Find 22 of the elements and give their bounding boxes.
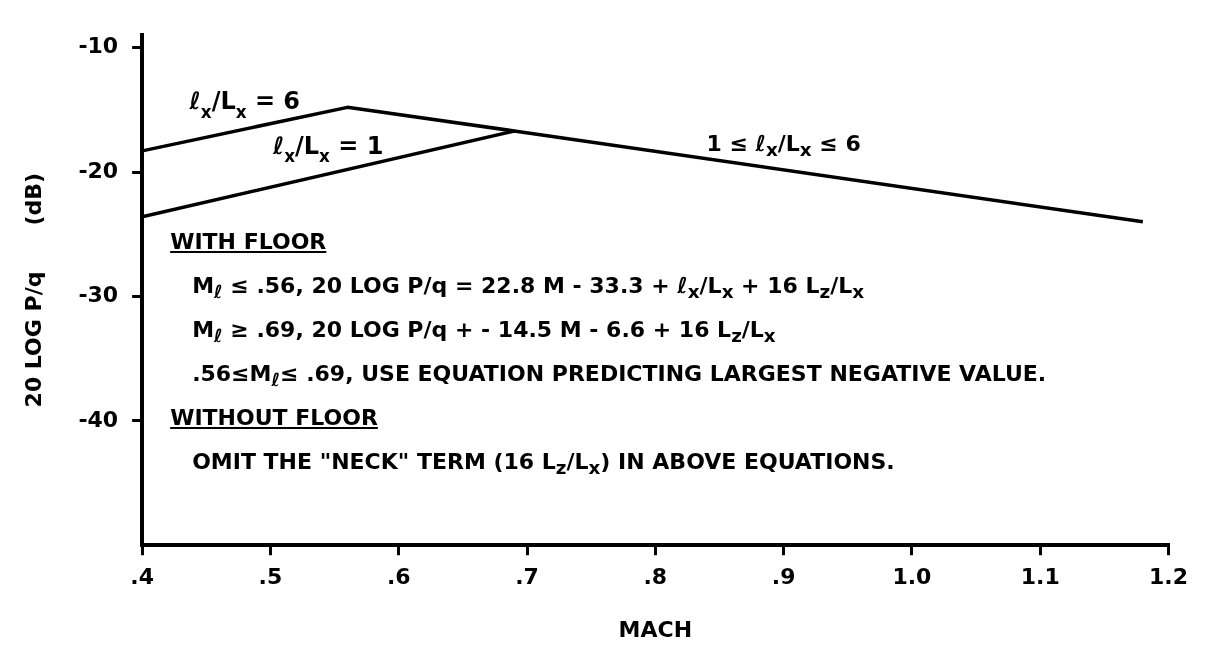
x-tick-label: .8 xyxy=(643,564,668,590)
x-tick-label: .9 xyxy=(771,564,796,590)
x-tick-label: .4 xyxy=(130,564,154,590)
y-tick-label: -20 xyxy=(78,157,119,183)
x-tick-label: .6 xyxy=(386,564,411,590)
annotation: WITH FLOOR xyxy=(170,229,327,255)
text: M$_{ℓ}$ ≤ .56, 20 LOG P/q = 22.8 M - 33.3 + ℓ$_{x}$/L$_{x}$ + 16 L$_{z}$/L$_{x}$ xyxy=(192,273,865,303)
x-axis-title: MACH xyxy=(618,616,693,642)
x-tick-label: 1.2 xyxy=(1149,564,1189,590)
x-tick-label: 1.0 xyxy=(892,564,932,590)
y-tick-label: -30 xyxy=(78,282,119,308)
x-tick-label: 1.1 xyxy=(1020,564,1060,590)
annotation: 1 ≤ ℓ$_{x}$/L$_{x}$ ≤ 6 xyxy=(706,131,861,161)
annotation: WITHOUT FLOOR xyxy=(170,405,378,431)
y-axis-title: 20 LOG P/q (dB) xyxy=(20,172,46,408)
y-tick-label: -40 xyxy=(78,406,119,432)
y-tick-label: -10 xyxy=(78,33,119,59)
annotation: OMIT THE "NECK" TERM (16 L$_{z}$/L$_{x}$) IN ABOVE EQUATIONS. xyxy=(192,449,895,479)
x-tick-label: .5 xyxy=(258,564,283,590)
annotation: M$_{ℓ}$ ≥ .69, 20 LOG P/q + - 14.5 M - 6.6 + 16 L$_{z}$/L$_{x}$ xyxy=(192,317,776,347)
annotation: .56≤M$_{ℓ}$≤ .69, USE EQUATION PREDICTING LARGEST NEGATIVE VALUE. xyxy=(192,361,1047,391)
x-tick-label: .7 xyxy=(515,564,539,590)
